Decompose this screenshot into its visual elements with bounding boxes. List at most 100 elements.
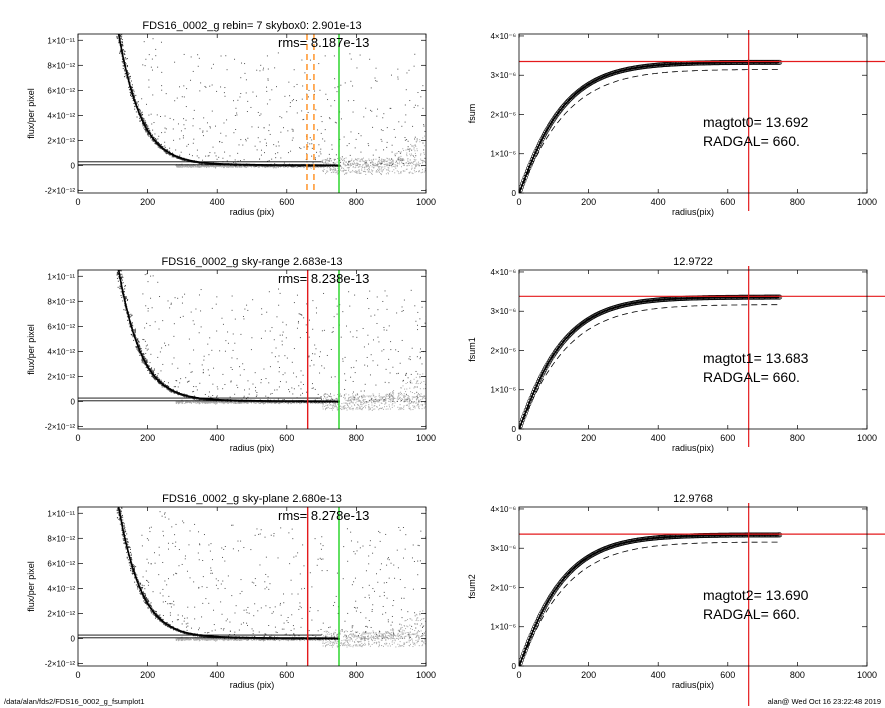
scatter-point bbox=[150, 66, 152, 68]
scatter-point bbox=[370, 395, 372, 397]
scatter-point bbox=[409, 159, 411, 161]
scatter-point bbox=[215, 166, 217, 168]
scatter-point bbox=[251, 126, 253, 128]
scatter-point bbox=[401, 161, 403, 163]
scatter-point bbox=[368, 165, 370, 167]
scatter-point bbox=[160, 148, 162, 150]
scatter-point bbox=[363, 401, 365, 403]
scatter-point bbox=[377, 401, 379, 403]
scatter-point bbox=[405, 89, 407, 91]
scatter-point bbox=[239, 160, 241, 162]
scatter-point bbox=[423, 152, 425, 154]
scatter-point bbox=[337, 86, 339, 88]
scatter-point bbox=[376, 171, 378, 173]
scatter-point bbox=[121, 44, 123, 46]
scatter-point bbox=[362, 171, 364, 173]
scatter-point bbox=[375, 171, 377, 173]
scatter-point bbox=[135, 94, 137, 96]
scatter-point bbox=[399, 393, 401, 395]
scatter-point bbox=[357, 398, 359, 400]
scatter-point bbox=[260, 165, 262, 167]
scatter-point bbox=[380, 396, 382, 398]
scatter-point bbox=[331, 409, 333, 411]
scatter-point bbox=[403, 150, 405, 152]
scatter-point bbox=[220, 165, 222, 167]
scatter-point bbox=[153, 32, 154, 33]
scatter-point bbox=[245, 166, 247, 168]
scatter-point bbox=[375, 164, 377, 166]
scatter-point bbox=[233, 132, 235, 134]
scatter-point bbox=[401, 408, 403, 410]
scatter-point bbox=[125, 75, 127, 77]
scatter-point bbox=[332, 404, 334, 406]
scatter-point bbox=[214, 401, 216, 403]
scatter-point bbox=[235, 166, 237, 168]
scatter-point bbox=[160, 116, 162, 118]
scatter-point bbox=[190, 166, 192, 168]
scatter-point bbox=[254, 166, 256, 168]
scatter-point bbox=[394, 402, 396, 404]
scatter-point bbox=[262, 69, 264, 71]
scatter-point bbox=[405, 398, 407, 400]
scatter-point bbox=[410, 161, 412, 163]
plot-frame bbox=[77, 33, 427, 194]
scatter-point bbox=[293, 86, 295, 88]
scatter-point bbox=[208, 402, 210, 404]
scatter-point bbox=[340, 405, 342, 407]
scatter-point bbox=[358, 407, 360, 409]
scatter-point bbox=[389, 398, 391, 400]
scatter-point bbox=[196, 155, 198, 157]
scatter-point bbox=[117, 18, 118, 19]
scatter-point bbox=[414, 407, 416, 409]
scatter-point bbox=[415, 401, 417, 403]
scatter-point bbox=[420, 399, 422, 401]
scatter-point bbox=[142, 117, 144, 119]
scatter-point bbox=[265, 166, 267, 168]
scatter-point bbox=[125, 58, 127, 60]
scatter-point bbox=[361, 166, 363, 168]
scatter-point bbox=[348, 168, 350, 170]
scatter-point bbox=[157, 141, 159, 143]
scatter-point bbox=[317, 166, 319, 168]
scatter-point bbox=[198, 157, 200, 159]
scatter-point bbox=[369, 58, 371, 60]
scatter-point bbox=[120, 24, 121, 25]
scatter-point bbox=[265, 145, 267, 147]
scatter-point bbox=[119, 51, 121, 53]
scatter-point bbox=[319, 166, 321, 168]
scatter-point bbox=[277, 402, 279, 404]
scatter-point bbox=[424, 160, 426, 162]
scatter-point bbox=[192, 165, 194, 167]
scatter-point bbox=[144, 128, 146, 130]
scatter-point bbox=[329, 118, 331, 120]
scatter-point bbox=[237, 166, 239, 168]
scatter-point bbox=[139, 109, 141, 111]
scatter-point bbox=[157, 138, 159, 140]
scatter-point bbox=[186, 166, 188, 168]
scatter-point bbox=[349, 401, 351, 403]
scatter-point bbox=[151, 139, 153, 141]
scatter-point bbox=[408, 404, 410, 406]
scatter-point bbox=[409, 163, 411, 165]
scatter-point bbox=[211, 84, 213, 86]
scatter-point bbox=[384, 164, 386, 166]
scatter-point bbox=[169, 147, 171, 149]
scatter-point bbox=[351, 171, 353, 173]
scatter-point bbox=[349, 399, 351, 401]
scatter-point bbox=[184, 165, 186, 167]
scatter-point bbox=[407, 401, 409, 403]
scatter-point bbox=[282, 165, 284, 167]
scatter-point bbox=[358, 171, 360, 173]
scatter-point bbox=[308, 89, 310, 91]
scatter-point bbox=[307, 165, 309, 167]
scatter-point bbox=[403, 165, 405, 167]
scatter-point bbox=[372, 154, 374, 156]
scatter-point bbox=[233, 100, 235, 102]
scatter-point bbox=[325, 171, 327, 173]
scatter-point bbox=[202, 130, 204, 132]
scatter-point bbox=[394, 153, 396, 155]
scatter-point bbox=[418, 408, 420, 410]
scatter-point bbox=[419, 376, 421, 378]
scatter-point bbox=[321, 166, 323, 168]
scatter-point bbox=[311, 139, 313, 141]
